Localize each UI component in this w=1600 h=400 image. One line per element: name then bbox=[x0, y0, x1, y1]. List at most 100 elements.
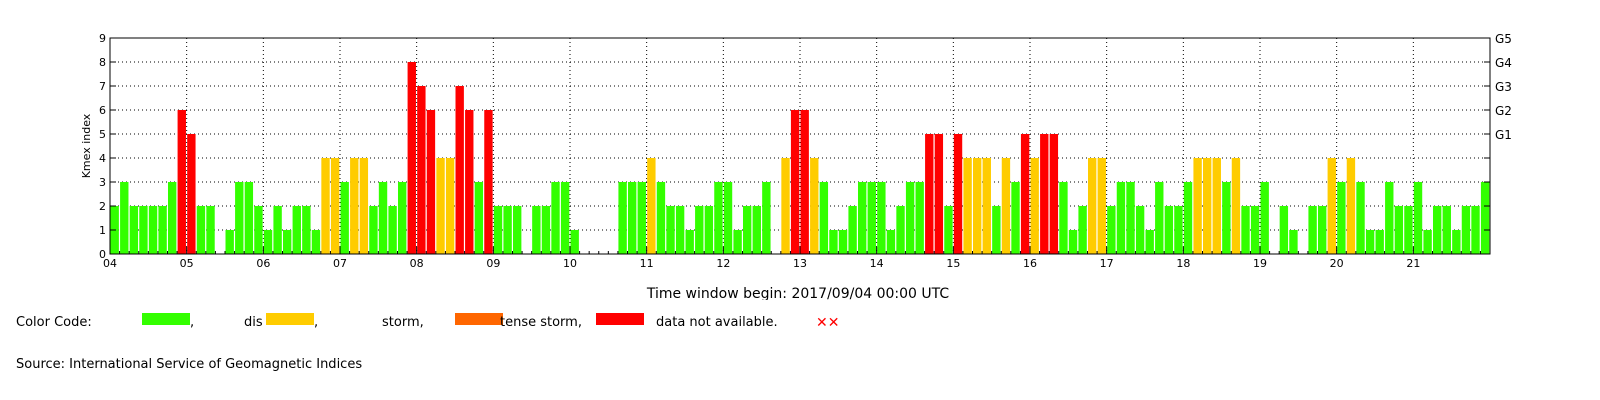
kmex-bar bbox=[388, 206, 397, 254]
kmex-bar bbox=[790, 110, 800, 254]
kmex-bar bbox=[302, 206, 311, 254]
g-scale-label: G3 bbox=[1495, 80, 1512, 94]
y-tick-label: 8 bbox=[99, 56, 106, 69]
kmex-bar bbox=[1346, 158, 1356, 254]
kmex-bar bbox=[532, 206, 541, 254]
kmex-bar bbox=[1289, 230, 1298, 254]
kmex-bar bbox=[493, 206, 503, 254]
kmex-bar bbox=[1011, 182, 1020, 254]
kmex-bar bbox=[992, 206, 1001, 254]
kmex-bar bbox=[925, 134, 934, 254]
x-tick-label: 06 bbox=[256, 257, 270, 270]
kmex-bar bbox=[244, 182, 254, 254]
y-tick-label: 7 bbox=[99, 80, 106, 93]
kmex-bar bbox=[848, 206, 857, 254]
kmex-bar bbox=[1442, 206, 1451, 254]
kmex-bar bbox=[1423, 230, 1432, 254]
kmex-bar bbox=[905, 182, 915, 254]
kmex-bar bbox=[398, 182, 407, 254]
x-tick-label: 08 bbox=[410, 257, 424, 270]
kmex-bar bbox=[733, 230, 742, 254]
kmex-bar bbox=[474, 182, 484, 254]
disturbed-suffix: , bbox=[314, 315, 319, 330]
kmex-bar bbox=[1164, 206, 1174, 254]
kmex-bar bbox=[1078, 206, 1087, 254]
kmex-bar bbox=[225, 230, 234, 254]
kmex-bar bbox=[1116, 182, 1126, 254]
x-tick-label: 12 bbox=[716, 257, 730, 270]
kmex-bar bbox=[1308, 206, 1317, 254]
kmex-bar bbox=[1030, 158, 1039, 254]
kmex-bar bbox=[1040, 134, 1049, 254]
kmex-bar bbox=[1385, 182, 1394, 254]
x-tick-label: 05 bbox=[180, 257, 194, 270]
kmex-bar bbox=[1174, 206, 1183, 254]
data-not-available-label: data not available. bbox=[656, 315, 778, 330]
kmex-bar bbox=[177, 110, 186, 254]
intense-storm-label: tense storm, bbox=[500, 315, 582, 330]
kmex-bar bbox=[206, 206, 215, 254]
kmex-bar bbox=[867, 182, 876, 254]
x-tick-label: 07 bbox=[333, 257, 347, 270]
kmex-bar bbox=[934, 134, 944, 254]
kmex-bar bbox=[1461, 206, 1471, 254]
source-note: Source: International Service of Geomagn… bbox=[16, 357, 363, 372]
kmex-bar bbox=[1375, 230, 1384, 254]
kmex-bar bbox=[1365, 230, 1375, 254]
kmex-bar bbox=[1337, 182, 1346, 254]
kmex-bar bbox=[1135, 206, 1145, 254]
x-tick-label: 15 bbox=[946, 257, 960, 270]
kmex-bar bbox=[1068, 230, 1078, 254]
kmex-bar bbox=[158, 206, 167, 254]
kmex-bar bbox=[254, 206, 263, 254]
kmex-bar bbox=[1480, 182, 1490, 254]
kmex-bar bbox=[1413, 182, 1423, 254]
g-scale-label: G1 bbox=[1495, 128, 1512, 142]
g-scale-label: G4 bbox=[1495, 56, 1512, 70]
kmex-bar bbox=[915, 182, 924, 254]
kmex-bar bbox=[1059, 182, 1068, 254]
kmex-bar bbox=[944, 206, 953, 254]
kmex-bar bbox=[1203, 158, 1212, 254]
kmex-bar bbox=[1107, 206, 1116, 254]
kmex-bar bbox=[714, 182, 723, 254]
kmex-bar bbox=[838, 230, 848, 254]
kmex-bar bbox=[800, 110, 809, 254]
kmex-bar bbox=[1394, 206, 1404, 254]
x-tick-label: 17 bbox=[1100, 257, 1114, 270]
x-tick-label: 18 bbox=[1176, 257, 1190, 270]
y-tick-label: 3 bbox=[99, 176, 106, 189]
x-tick-label: 20 bbox=[1330, 257, 1344, 270]
kmex-bar bbox=[484, 110, 493, 254]
kmex-bar bbox=[359, 158, 369, 254]
x-tick-label: 11 bbox=[640, 257, 654, 270]
kmex-bar bbox=[953, 134, 963, 254]
kmex-bar bbox=[148, 206, 158, 254]
kmex-bar bbox=[273, 206, 282, 254]
kmex-bar bbox=[695, 206, 704, 254]
kmex-bar bbox=[1433, 206, 1442, 254]
kmex-bar bbox=[187, 134, 196, 254]
disturbed-label: dis bbox=[244, 315, 263, 330]
kmex-bar bbox=[513, 206, 522, 254]
kmex-bar bbox=[647, 158, 656, 254]
kmex-bar bbox=[340, 182, 349, 254]
disturbed-swatch bbox=[266, 313, 314, 325]
kmex-bar bbox=[1049, 134, 1059, 254]
kmex-bar bbox=[1212, 158, 1221, 254]
kmex-bar bbox=[196, 206, 206, 254]
kmex-bar bbox=[560, 182, 570, 254]
bars bbox=[110, 62, 1490, 254]
kmex-bar bbox=[1318, 206, 1327, 254]
kmex-bar bbox=[292, 206, 301, 254]
kmex-bar bbox=[570, 230, 579, 254]
kmex-bar bbox=[407, 62, 416, 254]
y-tick-label: 0 bbox=[99, 248, 106, 261]
kmex-bar bbox=[685, 230, 694, 254]
kmex-bar bbox=[637, 182, 646, 254]
kmex-bar bbox=[762, 182, 771, 254]
x-tick-label: 16 bbox=[1023, 257, 1037, 270]
kmex-bar bbox=[982, 158, 991, 254]
kmex-bar bbox=[436, 158, 445, 254]
